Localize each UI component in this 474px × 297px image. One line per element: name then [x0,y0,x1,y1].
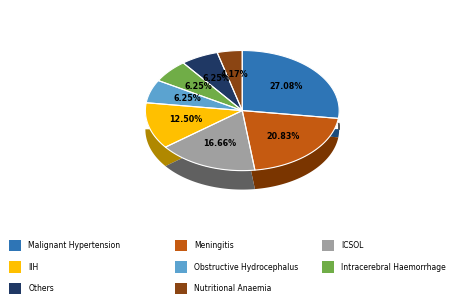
Text: Nutritional Anaemia: Nutritional Anaemia [194,284,272,293]
Polygon shape [158,63,242,110]
Polygon shape [242,50,339,119]
Bar [175,283,187,294]
Polygon shape [165,110,255,189]
Bar [175,261,187,273]
Bar [175,240,187,251]
Polygon shape [242,110,338,170]
Polygon shape [146,80,242,110]
Text: Others: Others [28,284,54,293]
Text: 16.66%: 16.66% [203,139,237,148]
Text: Intracerebral Haemorrhage: Intracerebral Haemorrhage [341,263,446,271]
Text: 27.08%: 27.08% [269,82,303,91]
Text: 20.83%: 20.83% [267,132,300,140]
Polygon shape [242,110,338,189]
Polygon shape [242,110,339,137]
Bar [9,261,21,273]
Bar [322,240,334,251]
Bar [9,283,21,294]
Text: 4.17%: 4.17% [221,70,248,79]
Bar [9,240,21,251]
Text: 6.25%: 6.25% [203,74,230,83]
Text: Malignant Hypertension: Malignant Hypertension [28,241,120,250]
Polygon shape [146,110,242,166]
Polygon shape [165,110,255,171]
Polygon shape [217,50,242,110]
Text: 6.25%: 6.25% [185,82,212,91]
Text: Obstructive Hydrocephalus: Obstructive Hydrocephalus [194,263,299,271]
Polygon shape [338,123,339,129]
Text: 12.50%: 12.50% [170,116,203,124]
Text: Meningitis: Meningitis [194,241,234,250]
Bar [322,261,334,273]
Text: IIH: IIH [28,263,39,271]
Polygon shape [146,103,242,147]
Polygon shape [183,53,242,110]
Text: 6.25%: 6.25% [173,94,201,103]
Text: ICSOL: ICSOL [341,241,364,250]
